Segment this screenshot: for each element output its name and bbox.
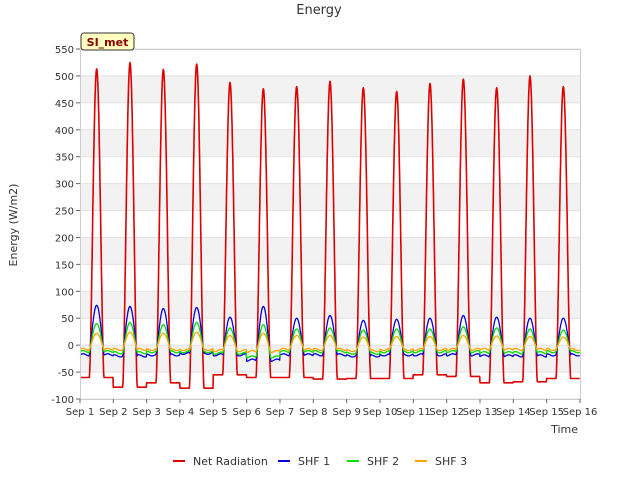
x-tick-label: Sep 8 bbox=[299, 407, 327, 418]
x-tick-label: Sep 3 bbox=[132, 407, 160, 418]
y-tick-label: 400 bbox=[55, 126, 74, 137]
y-tick-label: 150 bbox=[55, 260, 74, 271]
grid-band bbox=[80, 210, 580, 238]
site-badge: SI_met bbox=[80, 32, 135, 51]
legend-label: SHF 1 bbox=[298, 455, 330, 468]
series-line-shf-1 bbox=[79, 304, 580, 362]
grid-band bbox=[80, 102, 580, 130]
grid-band bbox=[80, 156, 580, 184]
grid-band bbox=[80, 318, 580, 346]
x-tick-label: Sep 6 bbox=[232, 407, 260, 418]
legend: Net Radiation SHF 1 SHF 2 SHF 3 bbox=[173, 455, 467, 468]
y-tick-label: 50 bbox=[61, 314, 74, 325]
y-tick-label: 0 bbox=[68, 341, 74, 352]
y-tick-label: 450 bbox=[55, 99, 74, 110]
y-tick-label: -100 bbox=[51, 395, 74, 406]
grid-band bbox=[80, 183, 580, 211]
y-tick-label: 550 bbox=[55, 45, 74, 56]
y-tick-label: 200 bbox=[55, 233, 74, 244]
x-tick-label: Sep 10 bbox=[363, 407, 398, 418]
y-tick-label: 250 bbox=[55, 207, 74, 218]
y-axis-label: Energy (W/m2) bbox=[7, 184, 20, 267]
series-line-shf-2 bbox=[79, 321, 580, 359]
x-tick-label: Sep 1 bbox=[66, 407, 94, 418]
x-tick-label: Sep 7 bbox=[266, 407, 294, 418]
grid-band bbox=[80, 75, 580, 103]
legend-label: SHF 2 bbox=[367, 455, 399, 468]
x-tick-label: Sep 5 bbox=[199, 407, 227, 418]
y-tick-label: 500 bbox=[55, 72, 74, 83]
y-tick-label: 350 bbox=[55, 153, 74, 164]
x-tick-label: Sep 16 bbox=[563, 407, 598, 418]
y-axis: -100 -50 0 50 100 150 200 250 300 350 400 450 500 550 bbox=[51, 45, 80, 406]
legend-label: Net Radiation bbox=[193, 455, 268, 468]
site-badge-box bbox=[80, 32, 135, 51]
grid-band bbox=[80, 237, 580, 265]
x-tick-label: Sep 14 bbox=[496, 407, 531, 418]
grid-band bbox=[80, 372, 580, 399]
plot-frame bbox=[80, 49, 581, 400]
y-tick-label: 100 bbox=[55, 287, 74, 298]
grid-bands bbox=[80, 48, 580, 400]
x-tick-label: Sep 11 bbox=[396, 407, 431, 418]
grid-band bbox=[80, 129, 580, 157]
legend-label: SHF 3 bbox=[435, 455, 467, 468]
x-axis: Sep 1 Sep 2 Sep 3 Sep 4 Sep 5 Sep 6 Sep 7 Sep 8… bbox=[66, 399, 598, 418]
series-layer bbox=[79, 61, 581, 389]
grid-band bbox=[80, 345, 580, 373]
y-tick-label: -50 bbox=[58, 368, 74, 379]
grid-band bbox=[80, 49, 580, 76]
x-axis-label: Time bbox=[550, 423, 578, 436]
x-tick-label: Sep 15 bbox=[529, 407, 564, 418]
x-tick-label: Sep 12 bbox=[429, 407, 464, 418]
chart-title: Energy bbox=[296, 3, 342, 18]
grid-band bbox=[80, 291, 580, 319]
x-tick-label: Sep 9 bbox=[332, 407, 360, 418]
x-tick-label: Sep 4 bbox=[166, 407, 194, 418]
grid-band bbox=[80, 264, 580, 292]
x-tick-label: Sep 13 bbox=[463, 407, 498, 418]
x-tick-label: Sep 2 bbox=[99, 407, 127, 418]
series-line-shf-3 bbox=[79, 331, 580, 354]
site-badge-label: SI_met bbox=[87, 36, 129, 49]
series-line-net-radiation bbox=[79, 61, 581, 389]
y-tick-label: 300 bbox=[55, 180, 74, 191]
